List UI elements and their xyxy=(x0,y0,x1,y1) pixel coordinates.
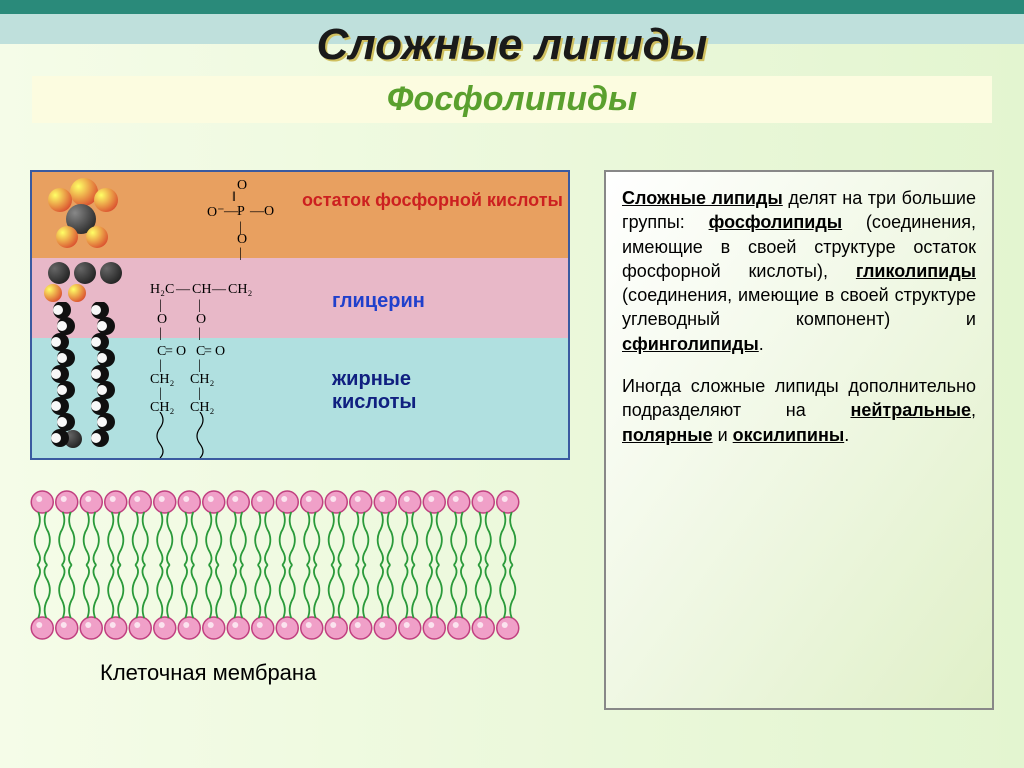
chem-O-right: O xyxy=(264,204,274,220)
title-area: Сложные липиды Фосфолипиды xyxy=(0,20,1024,123)
chem-CH2b: CH₂ xyxy=(190,372,214,388)
chem-CH2a: CH₂ xyxy=(150,372,174,388)
page-subtitle: Фосфолипиды xyxy=(32,80,992,119)
chem-Ceq2: = xyxy=(204,344,212,360)
membrane-svg xyxy=(30,490,520,640)
sphere-red xyxy=(44,284,62,302)
para-2: Иногда сложные липиды дополнительно подр… xyxy=(622,374,976,447)
chem-O-top: O xyxy=(237,178,247,194)
chem-H2C: H₂C xyxy=(150,282,174,298)
chem-bond-g1: — xyxy=(176,282,190,298)
chem-bond-h2: — xyxy=(250,204,264,220)
sphere-red xyxy=(94,188,118,212)
para-1: Сложные липиды делят на три большие груп… xyxy=(622,186,976,356)
key-oxylipins: оксилипины xyxy=(733,425,845,445)
membrane-caption: Клеточная мембрана xyxy=(100,660,316,686)
page-title: Сложные липиды xyxy=(0,20,1024,70)
label-glycerol: глицерин xyxy=(332,290,425,313)
txt: , xyxy=(971,400,976,420)
chem-bond-ev2: | xyxy=(198,326,201,342)
sphere-black xyxy=(100,262,122,284)
phospholipid-diagram: остаток фосфорной кислоты глицерин жирны… xyxy=(30,170,570,460)
chem-O-left: O⁻ xyxy=(207,204,225,221)
chem-CH2: CH₂ xyxy=(228,282,252,298)
chem-bond-g2: — xyxy=(212,282,226,298)
sphere-black xyxy=(48,262,70,284)
txt: (соединения, имеющие в своей структуре у… xyxy=(622,285,976,329)
label-phosphate: остаток фосфорной кислоты xyxy=(302,190,563,211)
sphere-red xyxy=(86,226,108,248)
txt: и xyxy=(713,425,733,445)
wiggly-tails-icon xyxy=(150,412,230,458)
lead: Сложные липиды xyxy=(622,188,783,208)
description-panel: Сложные липиды делят на три большие груп… xyxy=(604,170,994,710)
key-neutral: нейтральные xyxy=(850,400,971,420)
chem-CO2: O xyxy=(215,344,225,360)
sphere-black xyxy=(74,262,96,284)
membrane-diagram xyxy=(30,490,520,640)
key-sphingolipids: сфинголипиды xyxy=(622,334,759,354)
chem-Ceq1: = xyxy=(165,344,173,360)
chem-bond-v3: | xyxy=(239,246,242,262)
chem-bond-h1: — xyxy=(224,204,238,220)
sphere-red xyxy=(68,284,86,302)
molecule-tails-icon xyxy=(40,302,140,458)
key-glycolipids: гликолипиды xyxy=(856,261,976,281)
chem-bond-ev1: | xyxy=(159,326,162,342)
sphere-red xyxy=(56,226,78,248)
sphere-red xyxy=(48,188,72,212)
header-stripe-dark xyxy=(0,0,1024,14)
key-polar: полярные xyxy=(622,425,713,445)
chem-CO1: O xyxy=(176,344,186,360)
txt: . xyxy=(844,425,849,445)
subtitle-band: Фосфолипиды xyxy=(32,76,992,123)
label-fattyacids: жирные кислоты xyxy=(332,368,452,414)
chem-P: P xyxy=(237,204,245,220)
key-phospholipids: фосфолипиды xyxy=(709,212,843,232)
chem-CH: CH xyxy=(192,282,211,298)
txt: . xyxy=(759,334,764,354)
